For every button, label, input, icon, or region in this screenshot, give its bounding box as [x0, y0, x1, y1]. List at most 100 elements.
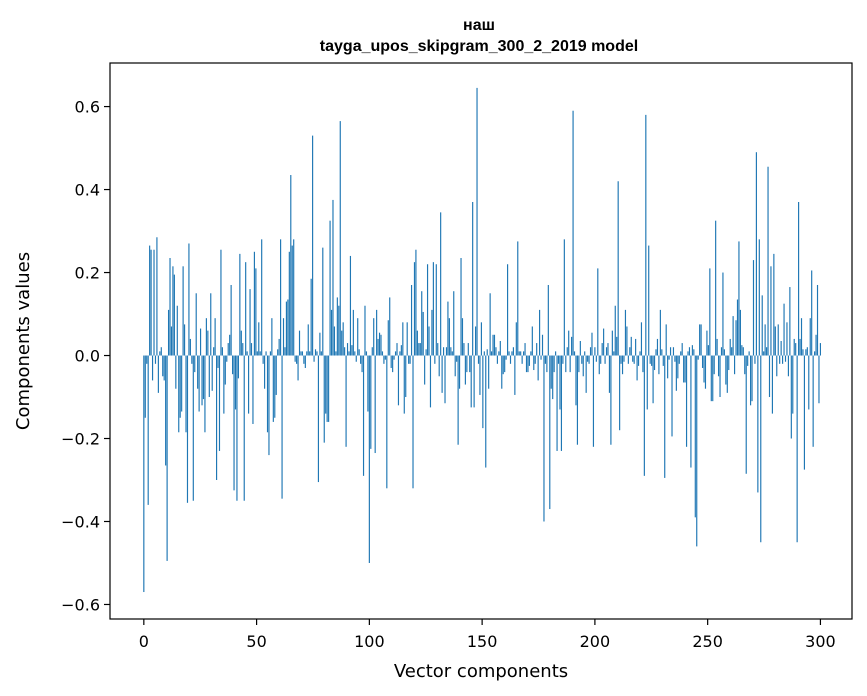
- bar-336: [632, 355, 634, 362]
- bar-229: [476, 87, 478, 356]
- bar-72: [248, 355, 250, 414]
- bar-149: [360, 355, 362, 364]
- bar-52: [218, 355, 221, 451]
- bar-41: [202, 355, 205, 400]
- bar-7: [153, 249, 155, 356]
- bar-151: [362, 355, 365, 476]
- bar-200: [434, 355, 436, 364]
- bar-418: [751, 355, 753, 402]
- bar-47: [211, 355, 213, 391]
- bar-422: [757, 355, 759, 493]
- bar-397: [720, 347, 723, 356]
- bar-38: [198, 355, 200, 412]
- bar-88: [271, 318, 273, 356]
- bar-116: [312, 135, 314, 356]
- bar-340: [637, 355, 640, 366]
- bar-272: [539, 309, 541, 356]
- bar-387: [706, 330, 708, 356]
- bar-46: [210, 293, 212, 356]
- bar-60: [230, 284, 232, 356]
- bar-297: [575, 355, 577, 406]
- bar-139: [345, 355, 347, 447]
- bar-415: [747, 355, 749, 366]
- bar-273: [540, 355, 542, 360]
- bar-263: [525, 355, 528, 373]
- bar-51: [217, 355, 219, 368]
- bar-233: [482, 355, 484, 429]
- bar-409: [738, 241, 740, 356]
- bar-399: [723, 349, 725, 356]
- bar-95: [281, 355, 283, 499]
- bar-32: [189, 338, 191, 356]
- bar-341: [639, 351, 641, 356]
- bar-197: [429, 355, 432, 408]
- bar-258: [518, 351, 520, 356]
- bar-112: [306, 351, 308, 356]
- bar-439: [782, 355, 784, 364]
- bar-406: [734, 355, 736, 375]
- bar-142: [349, 255, 352, 356]
- bar-124: [323, 355, 325, 443]
- bar-107: [298, 330, 301, 356]
- bar-13: [162, 355, 164, 377]
- bar-352: [655, 349, 657, 356]
- bar-271: [537, 355, 539, 381]
- bar-332: [626, 326, 628, 356]
- bar-104: [294, 355, 296, 362]
- bar-143: [351, 345, 353, 356]
- bar-291: [566, 347, 568, 356]
- bar-145: [354, 351, 356, 356]
- bar-364: [672, 347, 675, 356]
- bar-126: [326, 355, 328, 422]
- bar-437: [779, 355, 781, 364]
- bar-120: [317, 355, 320, 483]
- bar-343: [642, 355, 644, 373]
- bar-309: [592, 355, 595, 447]
- bar-74: [250, 343, 253, 356]
- bar-257: [517, 241, 519, 356]
- x-axis-label: Vector components: [394, 661, 568, 682]
- bar-327: [619, 355, 621, 431]
- bar-199: [432, 262, 434, 356]
- bar-215: [456, 355, 458, 362]
- bar-299: [578, 355, 580, 373]
- bar-356: [661, 349, 663, 356]
- bar-349: [651, 355, 653, 366]
- bar-294: [571, 336, 573, 356]
- bar-179: [403, 355, 405, 414]
- bar-219: [461, 318, 464, 356]
- bar-353: [656, 338, 659, 356]
- bar-222: [466, 355, 468, 373]
- bar-373: [685, 355, 688, 447]
- bar-282: [553, 355, 555, 373]
- bar-154: [367, 355, 369, 412]
- bar-21: [173, 274, 175, 356]
- bar-167: [386, 355, 388, 489]
- chart-title: наш tayga_upos_skipgram_300_2_2019 model: [320, 17, 638, 55]
- bar-163: [380, 334, 382, 356]
- bar-462: [815, 334, 817, 356]
- bar-3: [147, 355, 149, 505]
- bar-359: [665, 324, 667, 356]
- bar-239: [491, 351, 493, 356]
- bar-157: [371, 347, 373, 356]
- bar-322: [611, 330, 613, 356]
- bar-390: [710, 355, 712, 402]
- bar-335: [630, 336, 632, 356]
- bar-268: [533, 355, 535, 371]
- bar-454: [803, 355, 805, 470]
- bar-5: [150, 249, 152, 356]
- bar-328: [620, 355, 622, 364]
- bar-365: [674, 355, 676, 362]
- bar-73: [249, 289, 251, 356]
- bar-65: [237, 355, 239, 379]
- bar-243: [496, 355, 498, 364]
- bar-176: [399, 351, 401, 356]
- bar-26: [181, 355, 183, 412]
- bar-333: [627, 355, 629, 364]
- bar-165: [383, 355, 385, 364]
- bar-20: [172, 266, 174, 356]
- bar-75: [252, 355, 254, 424]
- bar-189: [418, 343, 420, 356]
- bar-53: [220, 249, 222, 356]
